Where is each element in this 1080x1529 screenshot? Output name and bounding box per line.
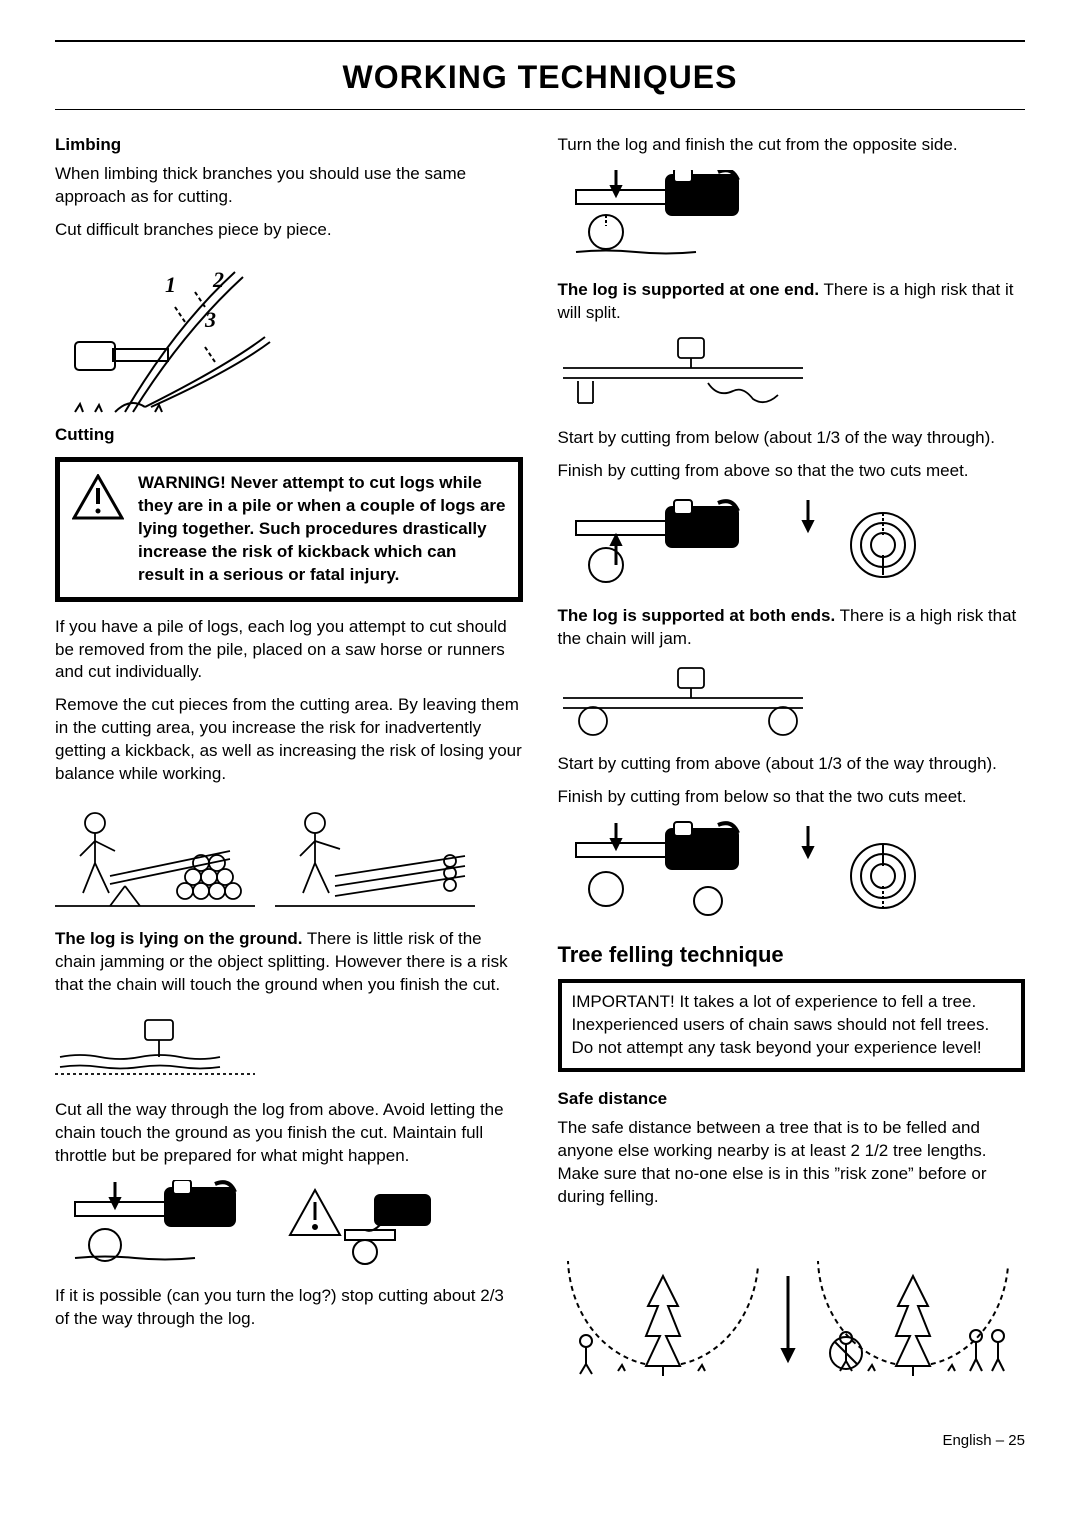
fig-ground [55,1007,523,1087]
limbing-p1: When limbing thick branches you should u… [55,163,523,209]
page-title: WORKING TECHNIQUES [55,50,1025,110]
cutall-p: Cut all the way through the log from abo… [55,1099,523,1168]
label-1: 1 [165,272,176,297]
turn-p: Turn the log and finish the cut from the… [558,134,1026,157]
fig-below-above [558,493,1026,593]
fig-turn [558,167,1026,267]
warning-icon [72,474,124,527]
ground-bold: The log is lying on the ground. [55,929,302,948]
limbing-p2: Cut difficult branches piece by piece. [55,219,523,242]
ground-p: The log is lying on the ground. There is… [55,928,523,997]
cutting-p1: If you have a pile of logs, each log you… [55,616,523,685]
important-box: IMPORTANT! It takes a lot of experience … [558,979,1026,1072]
possible-p: If it is possible (can you turn the log?… [55,1285,523,1331]
page-footer: English – 25 [55,1431,1025,1451]
fig-oneend [558,335,1026,415]
fig-pile [55,796,523,916]
label-2: 2 [212,267,224,292]
startbelow-p: Start by cutting from below (about 1/3 o… [558,427,1026,450]
fig-cutall [55,1178,523,1273]
limbing-heading: Limbing [55,134,523,157]
label-3: 3 [204,307,216,332]
safe-distance-heading: Safe distance [558,1088,1026,1111]
cutting-p2: Remove the cut pieces from the cutting a… [55,694,523,786]
fig-safe-distance [558,1219,1026,1379]
fig-bothends [558,661,1026,741]
left-column: Limbing When limbing thick branches you … [55,128,523,1391]
fig-above-below [558,819,1026,924]
finishbelow-p: Finish by cutting from below so that the… [558,786,1026,809]
oneend-bold: The log is supported at one end. [558,280,820,299]
content-columns: Limbing When limbing thick branches you … [55,128,1025,1391]
bothends-p: The log is supported at both ends. There… [558,605,1026,651]
oneend-p: The log is supported at one end. There i… [558,279,1026,325]
safe-distance-p: The safe distance between a tree that is… [558,1117,1026,1209]
fig-limbing: 1 2 3 [55,252,523,412]
cutting-heading: Cutting [55,424,523,447]
bothends-bold: The log is supported at both ends. [558,606,836,625]
right-column: Turn the log and finish the cut from the… [558,128,1026,1391]
warning-text: WARNING! Never attempt to cut logs while… [138,472,506,587]
startabove-p: Start by cutting from above (about 1/3 o… [558,753,1026,776]
warning-box: WARNING! Never attempt to cut logs while… [55,457,523,602]
finishabove-p: Finish by cutting from above so that the… [558,460,1026,483]
tree-felling-heading: Tree felling technique [558,940,1026,970]
